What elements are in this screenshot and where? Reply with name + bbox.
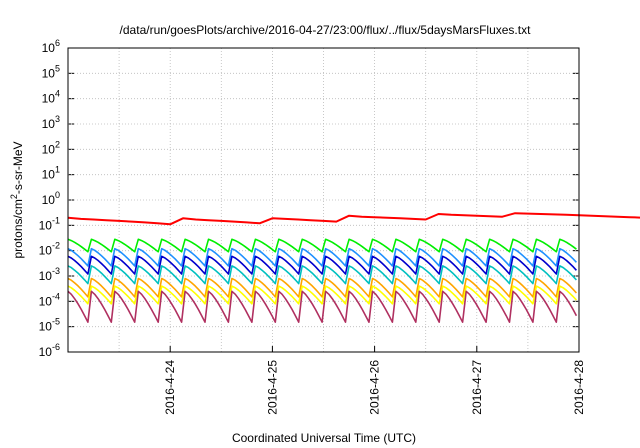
series-line-0: [67, 212, 640, 226]
x-tick-label: 2016-4-25: [265, 360, 279, 415]
series-line-6: [67, 285, 577, 305]
y-tick-label: 10-5: [39, 317, 60, 334]
y-axis-label-unit: -s-sr-MeV: [11, 141, 25, 194]
series-line-3: [67, 255, 577, 275]
series-line-2: [67, 247, 577, 267]
series-line-4: [67, 265, 577, 285]
x-tick-label: 2016-4-24: [163, 360, 177, 415]
y-axis-label-main: protons/cm: [11, 199, 25, 258]
y-axis-label-exponent: 2: [9, 194, 19, 199]
x-tick-label: 2016-4-27: [470, 360, 484, 415]
series-line-5: [67, 277, 577, 298]
y-tick-label: 103: [42, 114, 60, 131]
y-tick-label: 10-4: [39, 291, 60, 308]
x-tick-labels: 2016-4-24 2016-4-25 2016-4-26 2016-4-27 2016…: [163, 360, 586, 415]
y-tick-label: 105: [42, 63, 60, 80]
plot-frame: [67, 47, 580, 353]
series-lines: [67, 212, 640, 323]
x-tick-label: 2016-4-28: [572, 360, 586, 415]
y-tick-labels: 10-6 10-5 10-4 10-3 10-2 10-1 100 101 102 103 104 1…: [39, 38, 60, 359]
x-axis-label: Coordinated Universal Time (UTC): [232, 431, 416, 445]
series-line-7: [67, 290, 578, 323]
y-tick-label: 100: [42, 190, 60, 207]
y-tick-label: 10-2: [39, 241, 60, 258]
y-tick-label: 10-1: [39, 215, 60, 232]
y-tick-label: 10-6: [39, 342, 60, 359]
y-tick-label: 104: [42, 89, 60, 106]
y-axis-label: protons/cm2-s-sr-MeV: [9, 141, 25, 258]
y-tick-label: 102: [42, 139, 60, 156]
y-tick-label: 106: [42, 38, 60, 55]
y-tick-label: 10-3: [39, 266, 60, 283]
chart-title: /data/run/goesPlots/archive/2016-04-27/2…: [120, 23, 532, 37]
series-line-1: [67, 238, 577, 253]
x-tick-label: 2016-4-26: [368, 360, 382, 415]
y-tick-label: 101: [42, 165, 60, 182]
